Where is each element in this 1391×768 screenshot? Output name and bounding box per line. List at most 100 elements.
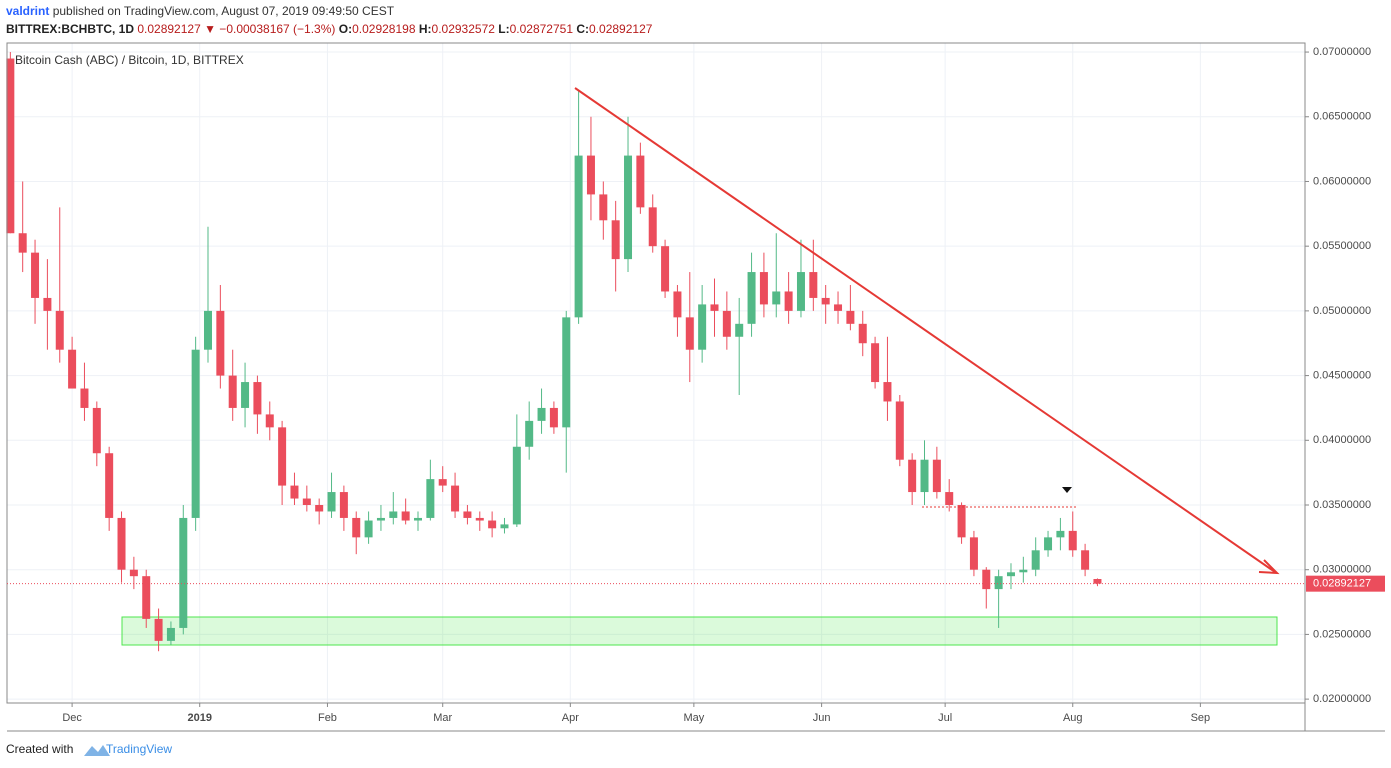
candle-body bbox=[1006, 572, 1015, 577]
header-line: valdrint published on TradingView.com, A… bbox=[6, 4, 394, 18]
chart-title: Bitcoin Cash (ABC) / Bitcoin, 1D, BITTRE… bbox=[15, 53, 244, 67]
candle-body bbox=[1068, 530, 1077, 551]
candle-body bbox=[599, 194, 608, 221]
marker bbox=[1062, 487, 1072, 493]
candle-body bbox=[1093, 578, 1102, 584]
author: valdrint bbox=[6, 4, 50, 18]
candle-body bbox=[525, 420, 534, 447]
y-tick-label: 0.02500000 bbox=[1313, 628, 1371, 640]
candle-body bbox=[895, 401, 904, 460]
c-val: 0.02892127 bbox=[589, 22, 653, 36]
candle-body bbox=[994, 576, 1003, 590]
plot-frame bbox=[6, 42, 1306, 704]
o-val: 0.02928198 bbox=[352, 22, 416, 36]
symbol: BITTREX:BCHBTC, 1D bbox=[6, 22, 134, 36]
candle-body bbox=[488, 520, 497, 529]
candle-body bbox=[747, 272, 756, 324]
x-tick-label: 2019 bbox=[187, 712, 211, 724]
x-tick-label: May bbox=[683, 712, 704, 724]
x-tick-label: Feb bbox=[318, 712, 337, 724]
change: ▼ −0.00038167 (−1.3%) bbox=[204, 22, 336, 36]
candle-body bbox=[698, 304, 707, 350]
candle-body bbox=[685, 317, 694, 350]
created: Created with bbox=[6, 742, 73, 756]
candle-body bbox=[401, 511, 410, 521]
candle-body bbox=[549, 407, 558, 428]
price-tag-label: 0.02892127 bbox=[1313, 578, 1371, 590]
candle-body bbox=[500, 524, 509, 529]
candle-body bbox=[920, 459, 929, 493]
candle-body bbox=[315, 505, 324, 512]
candle-body bbox=[80, 388, 89, 408]
candle-body bbox=[327, 492, 336, 512]
y-tick-label: 0.03000000 bbox=[1313, 564, 1371, 576]
candle-body bbox=[611, 220, 620, 260]
candle-body bbox=[957, 505, 966, 538]
candle-body bbox=[142, 576, 151, 619]
candle-body bbox=[376, 517, 385, 521]
candle-body bbox=[154, 618, 163, 641]
candle-body bbox=[228, 375, 237, 408]
candle-body bbox=[784, 291, 793, 311]
candle-body bbox=[92, 407, 101, 454]
candle-body bbox=[982, 569, 991, 590]
c-label: C: bbox=[576, 22, 590, 36]
x-tick-label: Sep bbox=[1191, 712, 1211, 724]
candle-body bbox=[846, 310, 855, 324]
candle-body bbox=[364, 520, 373, 538]
candle-body bbox=[117, 517, 126, 570]
candle-body bbox=[389, 511, 398, 518]
y-tick-label: 0.02000000 bbox=[1313, 693, 1371, 705]
candle-body bbox=[68, 349, 77, 389]
candle-body bbox=[290, 485, 299, 499]
candle-body bbox=[475, 517, 484, 521]
x-tick-label: Mar bbox=[433, 712, 452, 724]
candle-body bbox=[463, 511, 472, 518]
candle-body bbox=[451, 485, 460, 512]
candle-body bbox=[31, 252, 40, 298]
candle-body bbox=[908, 459, 917, 493]
candle-body bbox=[722, 310, 731, 337]
candle-body bbox=[438, 479, 447, 486]
h-val: 0.02932572 bbox=[431, 22, 495, 36]
brand[interactable]: TradingView bbox=[106, 742, 172, 756]
candle-body bbox=[43, 297, 52, 311]
candle-body bbox=[1019, 569, 1028, 573]
y-tick-label: 0.03500000 bbox=[1313, 499, 1371, 511]
candle-body bbox=[302, 498, 311, 505]
candle-body bbox=[772, 291, 781, 305]
candle-body bbox=[809, 272, 818, 298]
candle-body bbox=[512, 446, 521, 525]
price-tag bbox=[1306, 575, 1385, 592]
candle-body bbox=[537, 407, 546, 421]
candle-body bbox=[624, 155, 633, 260]
candle-body bbox=[265, 414, 274, 428]
candle-body bbox=[166, 627, 175, 641]
candle-body bbox=[710, 304, 719, 311]
candle-body bbox=[945, 492, 954, 505]
candle-body bbox=[661, 246, 670, 292]
candle-body bbox=[759, 272, 768, 305]
candle-body bbox=[203, 310, 212, 350]
candle-body bbox=[586, 155, 595, 195]
candle-body bbox=[278, 427, 287, 486]
y-tick-label: 0.04000000 bbox=[1313, 434, 1371, 446]
candle-body bbox=[932, 459, 941, 493]
o-label: O: bbox=[338, 22, 353, 36]
candle-body bbox=[414, 517, 423, 521]
candle-body bbox=[562, 317, 571, 428]
candle-body bbox=[969, 537, 978, 570]
candle-body bbox=[241, 382, 250, 408]
candle-body bbox=[191, 349, 200, 518]
l-label: L: bbox=[498, 22, 510, 36]
candle-body bbox=[1056, 530, 1065, 538]
candle-body bbox=[253, 382, 262, 415]
support-zone bbox=[121, 616, 1278, 646]
candle-body bbox=[105, 453, 114, 518]
candle-body bbox=[55, 310, 64, 350]
y-tick-label: 0.06000000 bbox=[1313, 175, 1371, 187]
header-line: BITTREX:BCHBTC, 1D 0.02892127 ▼ −0.00038… bbox=[6, 22, 652, 36]
candle-body bbox=[673, 291, 682, 318]
